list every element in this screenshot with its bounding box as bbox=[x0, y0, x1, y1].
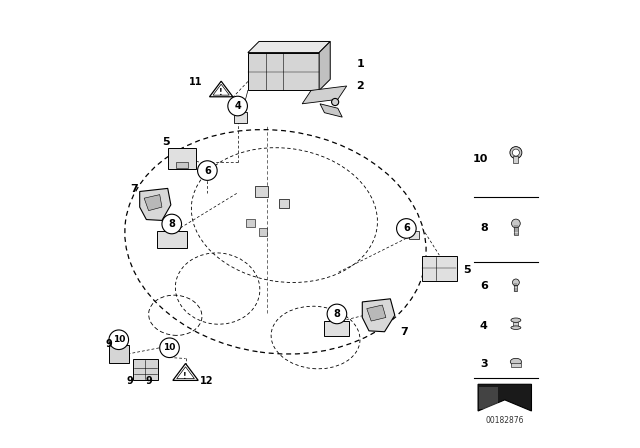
Text: 6: 6 bbox=[403, 224, 410, 233]
Circle shape bbox=[397, 219, 416, 238]
Polygon shape bbox=[140, 188, 171, 220]
Text: 11: 11 bbox=[189, 78, 202, 87]
Circle shape bbox=[198, 161, 217, 181]
Polygon shape bbox=[479, 387, 498, 409]
Text: 5: 5 bbox=[463, 265, 471, 276]
FancyBboxPatch shape bbox=[234, 112, 248, 123]
Text: 8: 8 bbox=[333, 309, 340, 319]
Polygon shape bbox=[478, 384, 531, 411]
FancyBboxPatch shape bbox=[514, 227, 518, 235]
FancyBboxPatch shape bbox=[168, 148, 196, 169]
Text: 1: 1 bbox=[356, 59, 364, 69]
Text: 8: 8 bbox=[168, 219, 175, 229]
Polygon shape bbox=[362, 299, 395, 332]
Circle shape bbox=[511, 219, 520, 228]
FancyBboxPatch shape bbox=[324, 321, 349, 336]
Text: 10: 10 bbox=[113, 335, 125, 344]
Text: 10: 10 bbox=[163, 343, 176, 352]
Polygon shape bbox=[320, 104, 342, 117]
Text: 12: 12 bbox=[200, 376, 213, 386]
Polygon shape bbox=[367, 305, 386, 321]
Text: 10: 10 bbox=[472, 155, 488, 164]
Circle shape bbox=[228, 96, 248, 116]
FancyBboxPatch shape bbox=[422, 256, 457, 281]
FancyBboxPatch shape bbox=[133, 359, 158, 380]
Text: 00182876: 00182876 bbox=[486, 416, 524, 425]
Text: 9: 9 bbox=[105, 339, 112, 349]
FancyBboxPatch shape bbox=[408, 231, 419, 239]
FancyBboxPatch shape bbox=[157, 231, 187, 248]
Circle shape bbox=[327, 304, 347, 324]
Polygon shape bbox=[209, 81, 233, 97]
FancyBboxPatch shape bbox=[259, 228, 267, 236]
Text: 6: 6 bbox=[480, 281, 488, 291]
Text: 9: 9 bbox=[145, 376, 152, 386]
Text: 3: 3 bbox=[480, 359, 488, 369]
Ellipse shape bbox=[510, 358, 522, 365]
FancyBboxPatch shape bbox=[176, 162, 188, 168]
FancyBboxPatch shape bbox=[511, 362, 520, 367]
Ellipse shape bbox=[511, 326, 521, 329]
Circle shape bbox=[332, 99, 339, 106]
Text: 2: 2 bbox=[356, 81, 364, 91]
Circle shape bbox=[510, 146, 522, 159]
FancyBboxPatch shape bbox=[515, 285, 518, 291]
Text: 6: 6 bbox=[204, 166, 211, 176]
Text: 4: 4 bbox=[234, 101, 241, 111]
Text: 7: 7 bbox=[401, 327, 408, 337]
Polygon shape bbox=[319, 42, 330, 90]
Polygon shape bbox=[302, 86, 347, 104]
FancyBboxPatch shape bbox=[248, 52, 319, 90]
FancyBboxPatch shape bbox=[513, 156, 518, 163]
FancyBboxPatch shape bbox=[513, 322, 518, 327]
Circle shape bbox=[162, 214, 182, 234]
Polygon shape bbox=[173, 363, 198, 380]
FancyBboxPatch shape bbox=[255, 186, 268, 197]
Text: 5: 5 bbox=[163, 137, 170, 146]
Circle shape bbox=[513, 279, 519, 286]
Ellipse shape bbox=[511, 318, 521, 323]
Circle shape bbox=[513, 149, 520, 156]
FancyBboxPatch shape bbox=[109, 345, 129, 363]
Circle shape bbox=[160, 338, 179, 358]
Polygon shape bbox=[248, 42, 330, 52]
Text: 8: 8 bbox=[480, 224, 488, 233]
Polygon shape bbox=[144, 194, 162, 211]
Text: 9: 9 bbox=[126, 376, 133, 386]
FancyBboxPatch shape bbox=[246, 219, 255, 227]
Text: !: ! bbox=[183, 372, 186, 381]
Text: !: ! bbox=[219, 88, 222, 97]
Circle shape bbox=[109, 330, 129, 349]
Text: 4: 4 bbox=[480, 321, 488, 332]
Text: 7: 7 bbox=[130, 184, 138, 194]
FancyBboxPatch shape bbox=[278, 198, 289, 208]
